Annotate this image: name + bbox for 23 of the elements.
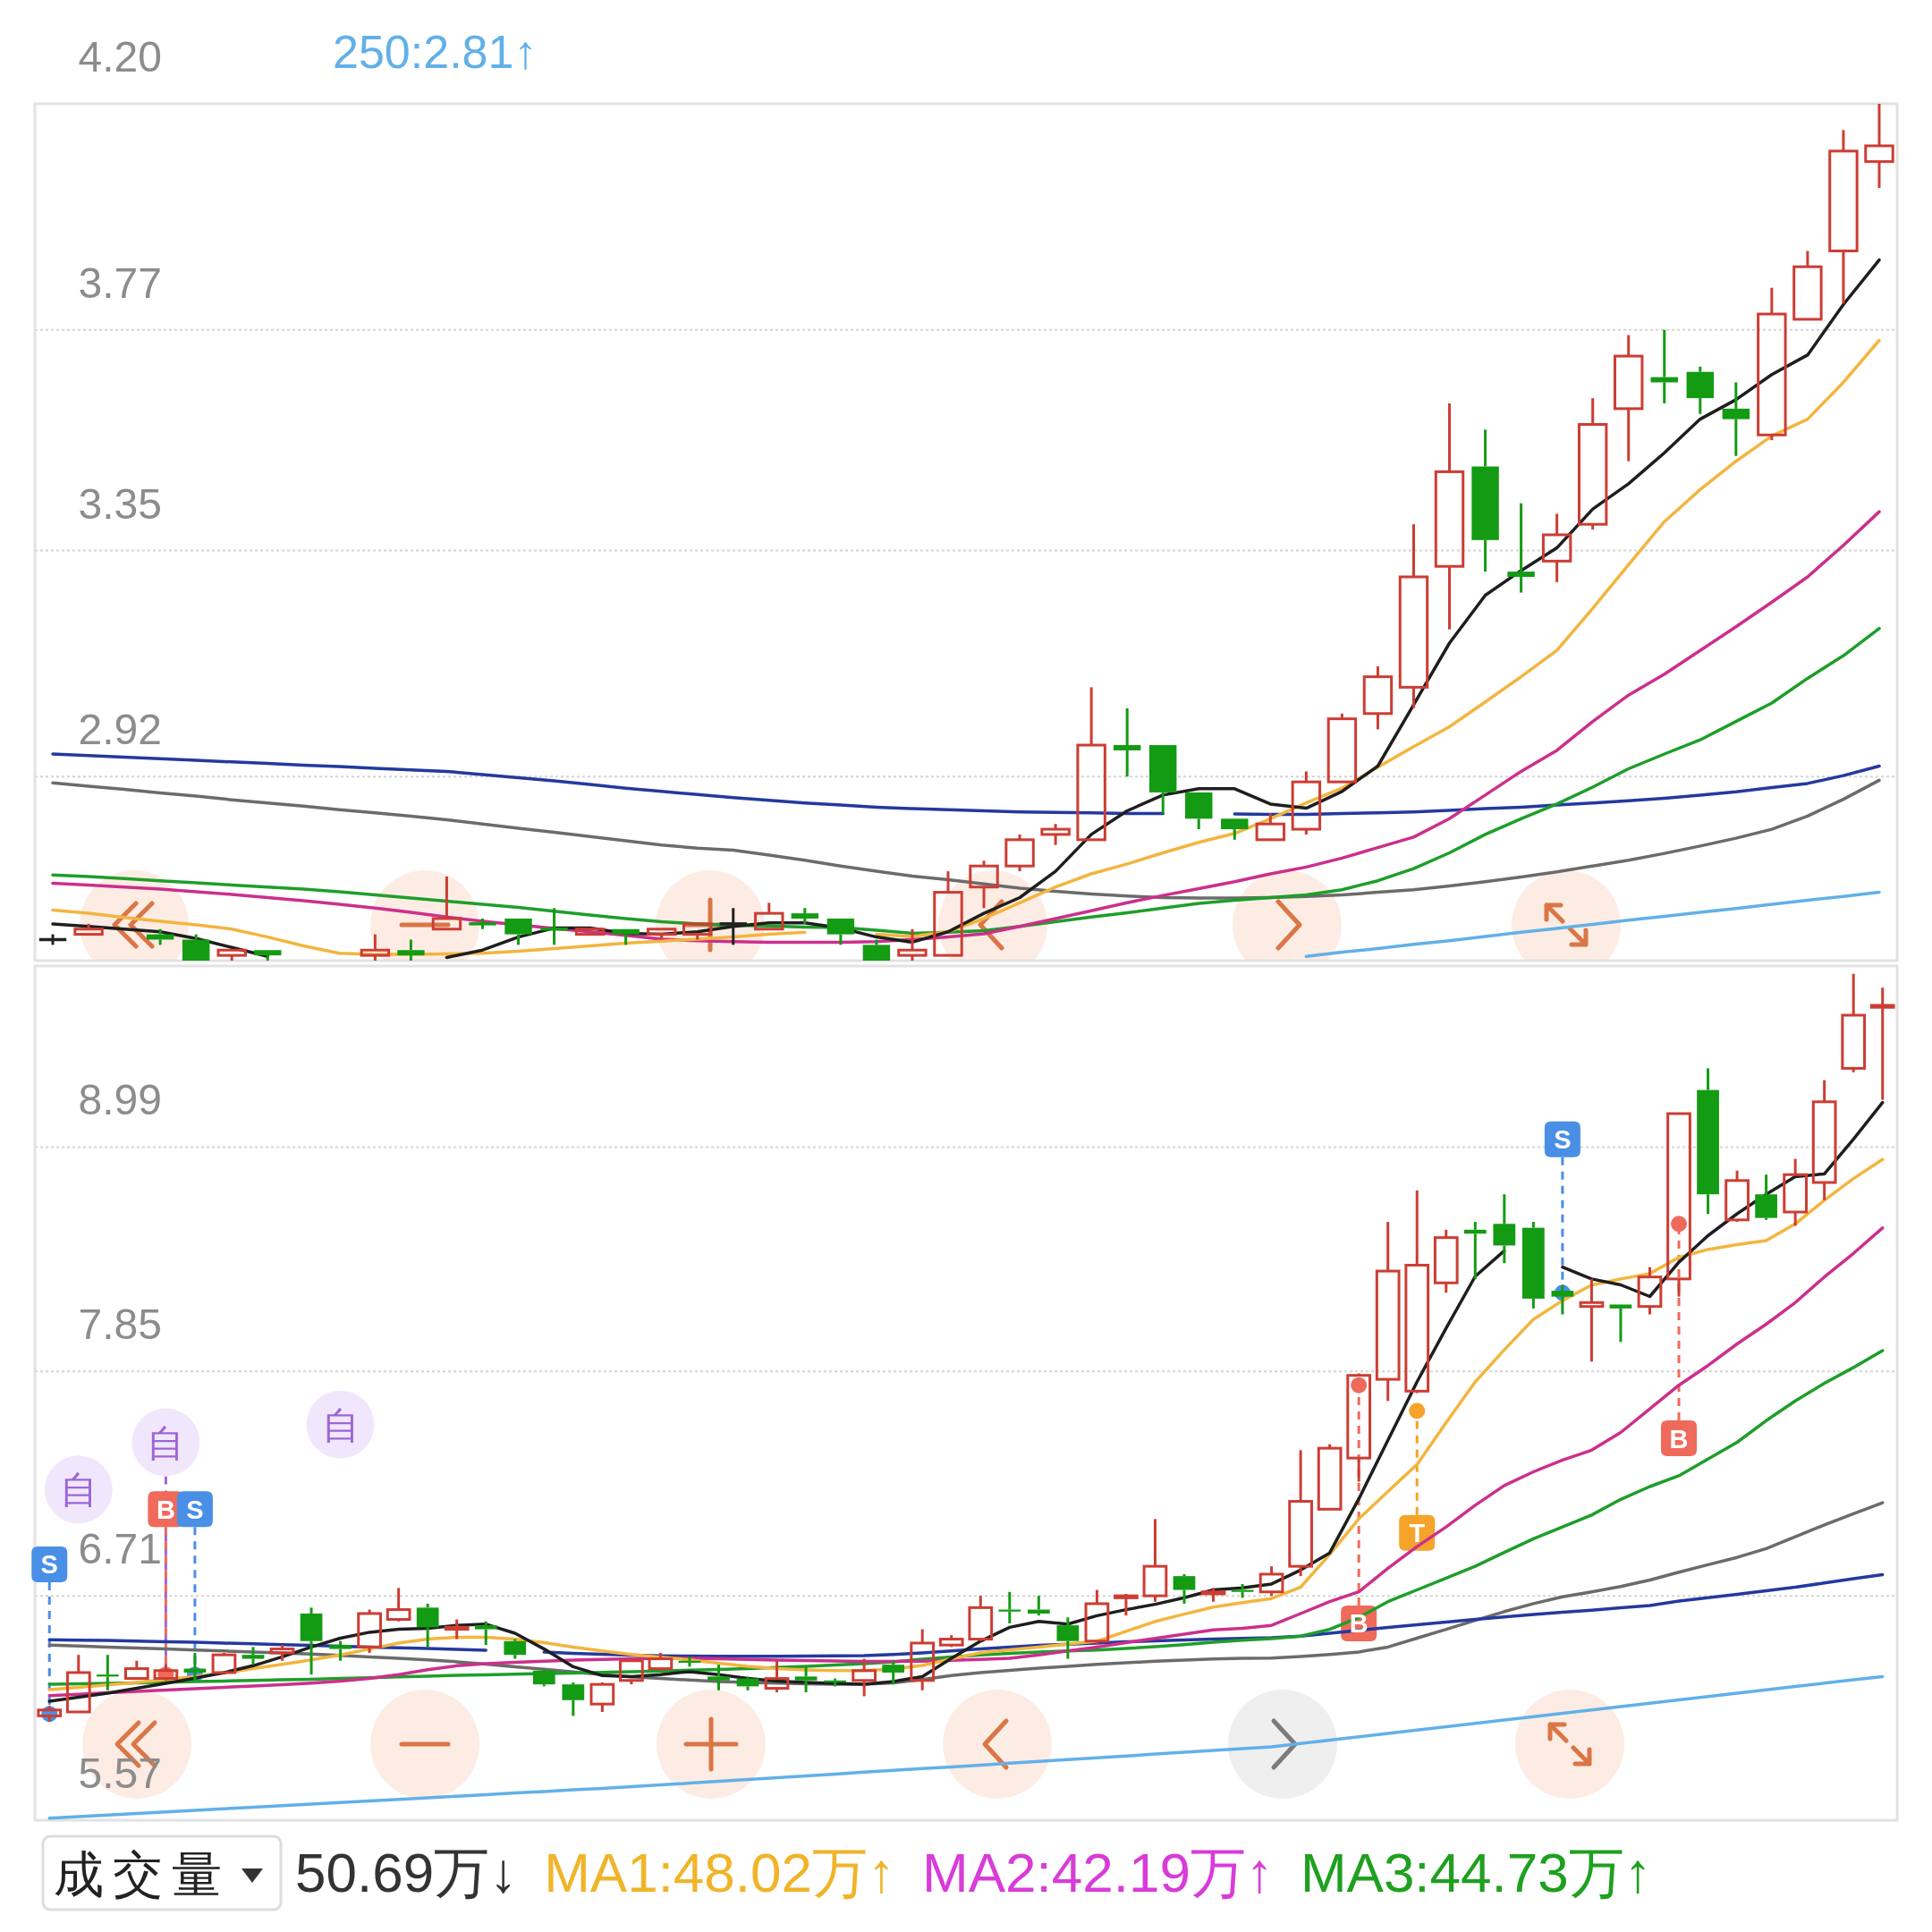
data-label: B bbox=[156, 1495, 175, 1524]
legend-label: MA3:44.73万↑ bbox=[1300, 1842, 1652, 1903]
data-label: S bbox=[40, 1550, 58, 1580]
data-label: T bbox=[1409, 1519, 1426, 1548]
y-tick-label: 6.71 bbox=[78, 1525, 162, 1573]
y-tick-label: 4.20 bbox=[78, 33, 162, 80]
legend: 250:2.81↑ bbox=[333, 26, 538, 78]
data-label: 自 bbox=[59, 1469, 97, 1512]
y-tick-label: 3.35 bbox=[78, 479, 162, 528]
legend-label: MA2:42.19万↑ bbox=[922, 1842, 1274, 1903]
y-tick-label: 2.92 bbox=[78, 706, 162, 754]
y-tick-label: 8.99 bbox=[78, 1076, 162, 1124]
legend-label: 50.69万↓ bbox=[295, 1842, 518, 1903]
data-label: S bbox=[186, 1495, 204, 1524]
data-label: 自 bbox=[321, 1403, 360, 1446]
y-tick-label: 5.57 bbox=[78, 1750, 162, 1797]
y-tick-label: 7.85 bbox=[78, 1301, 162, 1349]
data-label: 自 bbox=[147, 1421, 185, 1464]
y-tick-label: 3.77 bbox=[78, 258, 162, 307]
dropdown-control: 成交量 bbox=[41, 1835, 283, 1911]
legend-label: MA1:48.02万↑ bbox=[544, 1842, 896, 1903]
data-label: B bbox=[1669, 1424, 1689, 1453]
data-label: S bbox=[1554, 1125, 1572, 1155]
